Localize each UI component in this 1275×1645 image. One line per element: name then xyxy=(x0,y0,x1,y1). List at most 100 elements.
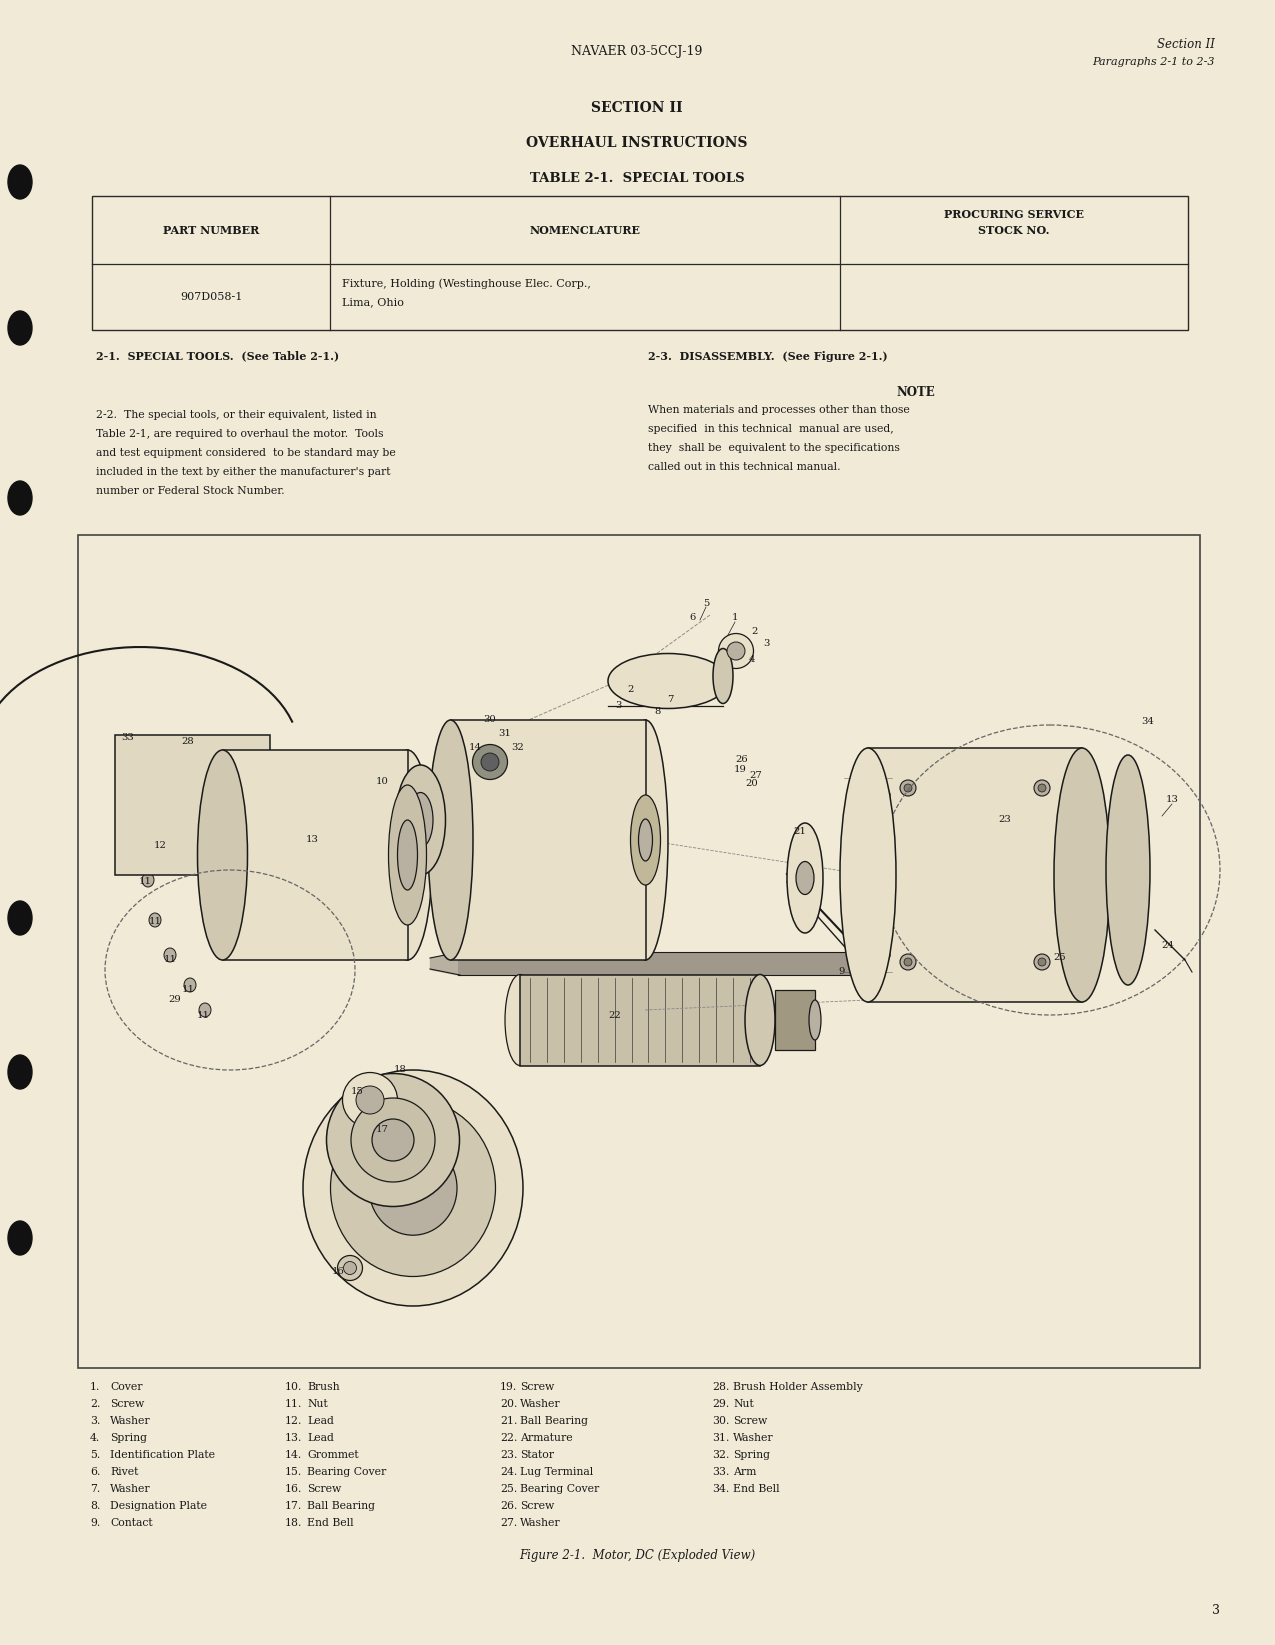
Text: 16.: 16. xyxy=(286,1484,302,1494)
Text: Lug Terminal: Lug Terminal xyxy=(520,1467,593,1477)
Ellipse shape xyxy=(184,979,196,992)
Ellipse shape xyxy=(445,1135,454,1145)
Ellipse shape xyxy=(1054,748,1111,1002)
Text: 2-2.  The special tools, or their equivalent, listed in: 2-2. The special tools, or their equival… xyxy=(96,410,376,419)
Text: TABLE 2-1.  SPECIAL TOOLS: TABLE 2-1. SPECIAL TOOLS xyxy=(529,171,745,184)
Ellipse shape xyxy=(389,785,427,924)
Text: 28: 28 xyxy=(181,737,194,747)
Ellipse shape xyxy=(631,795,660,885)
Text: Bearing Cover: Bearing Cover xyxy=(307,1467,386,1477)
Ellipse shape xyxy=(362,1270,372,1280)
Text: 7.: 7. xyxy=(91,1484,101,1494)
Text: 10.: 10. xyxy=(286,1382,302,1392)
Text: Washer: Washer xyxy=(520,1518,561,1528)
Text: 21.: 21. xyxy=(500,1416,518,1426)
Text: 17: 17 xyxy=(376,1125,389,1135)
Ellipse shape xyxy=(343,1262,357,1275)
Text: PART NUMBER: PART NUMBER xyxy=(163,224,259,235)
Ellipse shape xyxy=(351,1097,435,1183)
Text: 13: 13 xyxy=(1165,796,1178,804)
Text: 22.: 22. xyxy=(500,1433,518,1443)
Text: 9: 9 xyxy=(839,967,845,977)
Text: 26: 26 xyxy=(736,755,748,765)
Text: 11: 11 xyxy=(196,1010,209,1020)
Text: 31.: 31. xyxy=(711,1433,729,1443)
Text: 13.: 13. xyxy=(286,1433,302,1443)
Text: 2-1.  SPECIAL TOOLS.  (See Table 2-1.): 2-1. SPECIAL TOOLS. (See Table 2-1.) xyxy=(96,350,339,362)
Text: 29: 29 xyxy=(168,995,181,1005)
Text: 18: 18 xyxy=(394,1066,407,1074)
Ellipse shape xyxy=(713,648,733,704)
Text: 32: 32 xyxy=(511,744,524,752)
Text: 15.: 15. xyxy=(286,1467,302,1477)
Bar xyxy=(335,916,353,933)
Text: Washer: Washer xyxy=(733,1433,774,1443)
Ellipse shape xyxy=(8,480,32,515)
Ellipse shape xyxy=(639,819,653,860)
Ellipse shape xyxy=(8,1221,32,1255)
Ellipse shape xyxy=(900,954,915,971)
Ellipse shape xyxy=(1034,780,1051,796)
Text: 4: 4 xyxy=(748,655,755,665)
Ellipse shape xyxy=(1123,795,1133,806)
Text: 27: 27 xyxy=(750,770,762,780)
Text: 28.: 28. xyxy=(711,1382,729,1392)
Bar xyxy=(458,952,868,975)
Text: 6: 6 xyxy=(690,614,696,622)
Text: 4.: 4. xyxy=(91,1433,101,1443)
Text: Grommet: Grommet xyxy=(307,1449,358,1461)
Text: Washer: Washer xyxy=(520,1398,561,1410)
Text: 24.: 24. xyxy=(500,1467,518,1477)
Ellipse shape xyxy=(362,1097,372,1107)
Ellipse shape xyxy=(209,841,221,850)
Bar xyxy=(275,916,293,933)
Ellipse shape xyxy=(1034,954,1051,971)
Ellipse shape xyxy=(787,822,822,933)
Ellipse shape xyxy=(389,1079,398,1089)
Ellipse shape xyxy=(428,1175,437,1184)
Text: Fixture, Holding (Westinghouse Elec. Corp.,: Fixture, Holding (Westinghouse Elec. Cor… xyxy=(342,278,590,290)
Ellipse shape xyxy=(876,869,890,882)
Ellipse shape xyxy=(198,750,247,961)
Text: Rivet: Rivet xyxy=(110,1467,139,1477)
Text: Screw: Screw xyxy=(520,1382,555,1392)
Ellipse shape xyxy=(395,765,445,875)
Text: 12.: 12. xyxy=(286,1416,302,1426)
Text: 10: 10 xyxy=(376,778,389,786)
Text: 5.: 5. xyxy=(91,1449,101,1461)
Text: PROCURING SERVICE: PROCURING SERVICE xyxy=(944,209,1084,219)
Text: 20: 20 xyxy=(746,778,759,788)
Text: 20.: 20. xyxy=(500,1398,518,1410)
Ellipse shape xyxy=(1105,755,1150,985)
Ellipse shape xyxy=(481,753,499,772)
Text: 34: 34 xyxy=(1141,717,1154,727)
Text: they  shall be  equivalent to the specifications: they shall be equivalent to the specific… xyxy=(648,443,900,452)
Ellipse shape xyxy=(1038,957,1046,966)
Text: 907D058-1: 907D058-1 xyxy=(180,293,242,303)
Text: 11: 11 xyxy=(148,918,162,926)
Ellipse shape xyxy=(142,873,154,887)
Ellipse shape xyxy=(900,780,915,796)
Ellipse shape xyxy=(1038,785,1046,791)
Ellipse shape xyxy=(796,862,813,895)
Text: Ball Bearing: Ball Bearing xyxy=(307,1500,375,1512)
Text: included in the text by either the manufacturer's part: included in the text by either the manuf… xyxy=(96,467,390,477)
Ellipse shape xyxy=(8,1054,32,1089)
Text: 3: 3 xyxy=(615,701,621,709)
Text: and test equipment considered  to be standard may be: and test equipment considered to be stan… xyxy=(96,447,395,457)
Text: 19: 19 xyxy=(733,765,746,775)
Text: NOMENCLATURE: NOMENCLATURE xyxy=(529,224,640,235)
Ellipse shape xyxy=(8,164,32,199)
Ellipse shape xyxy=(209,760,221,770)
Text: Paragraphs 2-1 to 2-3: Paragraphs 2-1 to 2-3 xyxy=(1093,58,1215,67)
Ellipse shape xyxy=(349,1175,358,1184)
Text: Spring: Spring xyxy=(733,1449,770,1461)
Text: 21: 21 xyxy=(793,827,806,837)
Ellipse shape xyxy=(199,1003,210,1017)
Text: called out in this technical manual.: called out in this technical manual. xyxy=(648,462,840,472)
Text: Lead: Lead xyxy=(307,1416,334,1426)
Ellipse shape xyxy=(164,948,176,962)
Ellipse shape xyxy=(876,788,890,803)
Text: 3.: 3. xyxy=(91,1416,101,1426)
Text: 31: 31 xyxy=(499,729,511,739)
